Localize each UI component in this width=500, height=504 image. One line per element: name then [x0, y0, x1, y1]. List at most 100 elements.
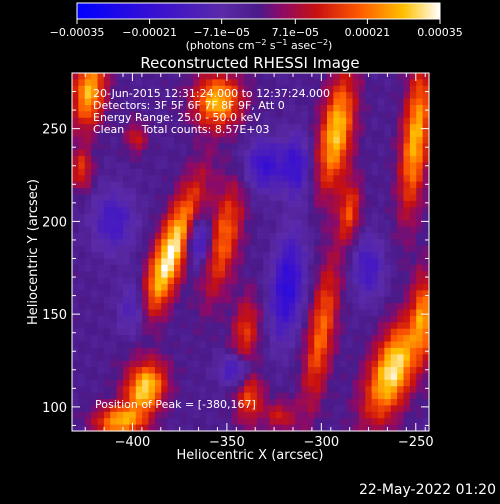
heatmap-cell [231, 73, 239, 80]
heatmap-cell [205, 424, 213, 432]
heatmap-cell [256, 424, 264, 432]
heatmap-cell [358, 373, 366, 381]
heatmap-cell [378, 418, 385, 426]
heatmap-cell [371, 194, 379, 202]
heatmap-cell [97, 194, 105, 202]
heatmap-cell [403, 143, 411, 151]
heatmap-cell [110, 124, 118, 132]
heatmap-cell [161, 424, 169, 432]
heatmap-cell [422, 188, 430, 196]
heatmap-cell [148, 309, 156, 317]
heatmap-cell [103, 424, 111, 432]
heatmap-cell [352, 392, 360, 400]
heatmap-cell [212, 168, 220, 176]
heatmap-cell [244, 162, 252, 170]
heatmap-cell [231, 296, 239, 304]
heatmap-cell [193, 156, 201, 164]
heatmap-cell [199, 252, 207, 259]
colorbar-ticks: −0.00035 −0.00021 −7.1e−05 7.1e−05 0.00021 0.… [50, 19, 463, 39]
heatmap-cell [365, 283, 373, 291]
heatmap-cell [256, 367, 264, 375]
heatmap-cell [263, 386, 271, 394]
heatmap-cell [352, 92, 360, 100]
heatmap-cell [103, 92, 111, 100]
heatmap-cell [135, 418, 143, 426]
heatmap-cell [416, 354, 424, 362]
heatmap-cell [186, 283, 194, 291]
heatmap-cell [378, 424, 385, 432]
heatmap-cell [250, 258, 258, 266]
heatmap-cell [282, 245, 290, 253]
heatmap-cell [307, 200, 315, 208]
heatmap-cell [416, 277, 424, 285]
heatmap-cell [142, 194, 150, 202]
heatmap-cell [154, 168, 162, 176]
heatmap-cell [371, 418, 379, 426]
heatmap-cell [225, 252, 232, 259]
heatmap-cell [193, 207, 201, 215]
heatmap-cell [218, 277, 226, 285]
heatmap-cell [307, 424, 315, 432]
heatmap-cell [358, 92, 366, 100]
heatmap-cell [339, 207, 347, 215]
heatmap-cell [129, 258, 137, 266]
heatmap-cell [403, 392, 411, 400]
heatmap-cell [314, 85, 322, 93]
heatmap-cell [282, 405, 290, 413]
heatmap-cell [148, 156, 156, 164]
heatmap-cell [365, 98, 373, 106]
heatmap-cell [339, 168, 347, 176]
heatmap-cell [110, 347, 118, 355]
heatmap-cell [148, 226, 156, 234]
heatmap-cell [333, 200, 341, 208]
heatmap-cell [352, 188, 360, 196]
heatmap-cell [186, 411, 194, 419]
heatmap-cell [123, 175, 130, 183]
heatmap-cell [199, 277, 207, 285]
heatmap-cell [384, 418, 392, 426]
heatmap-cell [78, 232, 86, 240]
heatmap-cell [403, 220, 411, 228]
heatmap-cell [339, 258, 347, 266]
heatmap-cell [225, 373, 232, 381]
heatmap-cell [84, 149, 92, 157]
heatmap-cell [269, 149, 277, 157]
heatmap-cell [422, 220, 430, 228]
heatmap-cell [250, 252, 258, 259]
heatmap-cell [225, 162, 232, 170]
heatmap-cell [276, 156, 283, 164]
heatmap-cell [91, 73, 99, 80]
heatmap-cell [314, 341, 322, 349]
heatmap-cell [123, 149, 130, 157]
heatmap-cell [142, 296, 150, 304]
heatmap-cell [390, 136, 398, 144]
heatmap-cell [282, 290, 290, 298]
heatmap-cell [269, 367, 277, 375]
heatmap-cell [91, 373, 99, 381]
heatmap-cell [103, 367, 111, 375]
heatmap-cell [256, 379, 264, 387]
heatmap-cell [416, 411, 424, 419]
heatmap-cell [78, 367, 86, 375]
heatmap-cell [167, 168, 175, 176]
heatmap-cell [97, 130, 105, 138]
heatmap-cell [205, 271, 213, 279]
heatmap-cell [276, 111, 283, 119]
heatmap-cell [333, 194, 341, 202]
heatmap-cell [186, 258, 194, 266]
heatmap-cell [148, 168, 156, 176]
heatmap-cell [84, 290, 92, 298]
heatmap-cell [282, 73, 290, 80]
heatmap-cell [180, 79, 188, 87]
heatmap-cell [282, 98, 290, 106]
heatmap-cell [161, 162, 169, 170]
heatmap-cell [186, 143, 194, 151]
heatmap-cell [123, 213, 130, 221]
heatmap-cell [244, 360, 252, 368]
heatmap-cell [110, 162, 118, 170]
heatmap-cell [148, 92, 156, 100]
heatmap-cell [161, 98, 169, 106]
heatmap-cell [288, 194, 296, 202]
heatmap-cell [186, 392, 194, 400]
heatmap-cell [237, 245, 245, 253]
